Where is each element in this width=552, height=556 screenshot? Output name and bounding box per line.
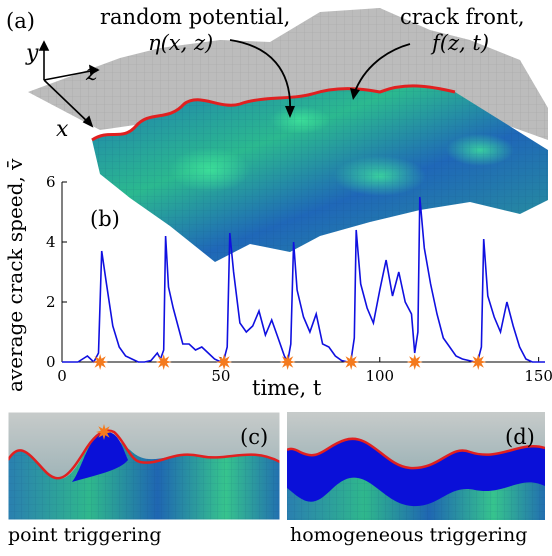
- axes-triad: [38, 40, 100, 128]
- trigger-marker: [470, 354, 487, 370]
- axis-x-label: x: [56, 117, 69, 142]
- speed-chart: 0 2 4 6 0 50 100 150 (b) time, t average crack…: [3, 158, 552, 400]
- x-tick-label: 150: [524, 367, 552, 385]
- y-tick-label: 2: [46, 293, 56, 311]
- panel-c-advance: [72, 431, 128, 482]
- panel-c-caption: point triggering: [8, 524, 162, 546]
- x-axis-title: time, t: [252, 376, 322, 400]
- front-label: crack front,: [400, 5, 525, 29]
- axis-z-label: z: [85, 61, 98, 86]
- panel-c: [8, 412, 280, 520]
- panel-d: [287, 412, 545, 520]
- y-axis-title: average crack speed, v̄: [3, 158, 27, 392]
- potential-arrow: [229, 39, 291, 113]
- x-ticks: 0 50 100 150: [57, 357, 552, 385]
- surface-panel: y z x (a) random potential, η(x, z) crac…: [6, 5, 548, 262]
- front-symbol: f(z, t): [430, 31, 489, 55]
- trigger-marker: [216, 354, 233, 370]
- trigger-marker: [279, 354, 296, 370]
- panel-c-trigger-marker: [96, 424, 112, 440]
- trigger-marker: [155, 354, 172, 370]
- y-tick-label: 4: [46, 233, 56, 251]
- y-tick-label: 0: [46, 353, 56, 371]
- axis-y-label: y: [25, 41, 39, 66]
- crack-front-line: [91, 84, 456, 142]
- potential-label: random potential,: [100, 5, 290, 29]
- x-tick-label: 100: [365, 367, 394, 385]
- panel-d-advance: [287, 438, 545, 507]
- panel-c-front: [8, 429, 280, 480]
- panel-c-frame: [7, 411, 281, 521]
- y-ticks: 0 2 4 6: [46, 173, 67, 371]
- panel-d-label: (d): [505, 425, 535, 449]
- trigger-marker: [92, 354, 109, 370]
- panel-a-label: (a): [6, 9, 35, 33]
- front-arrow: [353, 43, 411, 95]
- panel-d-caption: homogeneous triggering: [290, 524, 528, 546]
- potential-symbol: η(x, z): [148, 31, 213, 55]
- panel-d-front: [287, 437, 545, 470]
- x-tick-label: 50: [211, 367, 230, 385]
- trigger-markers: [92, 354, 487, 370]
- panel-c-label: (c): [240, 425, 268, 449]
- speed-series-line: [62, 196, 545, 365]
- panel-b-label: (b): [90, 207, 120, 231]
- trigger-marker: [406, 354, 423, 370]
- trigger-marker: [343, 354, 360, 370]
- x-tick-label: 0: [57, 367, 67, 385]
- y-tick-label: 6: [46, 173, 56, 191]
